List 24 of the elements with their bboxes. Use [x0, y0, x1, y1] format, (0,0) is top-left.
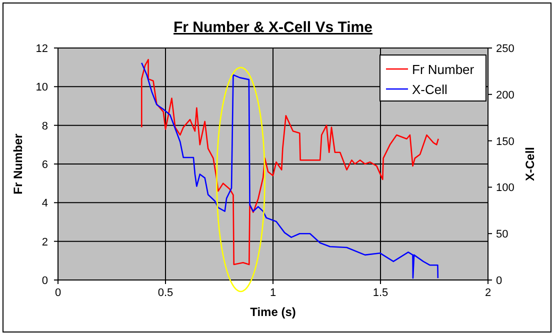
y-tick-label: 6	[42, 159, 48, 171]
y-tick-label: 4	[42, 198, 48, 210]
x-tick-label: 2	[484, 287, 492, 299]
y-tick-label: 8	[42, 120, 48, 132]
y2-tick-label: 200	[496, 89, 514, 102]
x-tick-label: 1	[270, 287, 276, 299]
y2-tick-label: 150	[496, 136, 514, 148]
x-axis-title: Time (s)	[250, 305, 296, 319]
chart-title: Fr Number & X-Cell Vs Time	[174, 19, 372, 36]
x-tick-label: 1.5	[372, 287, 388, 299]
y-tick-label: 10	[36, 82, 48, 94]
x-tick-label: 0.5	[158, 287, 174, 299]
y2-tick-label: 100	[496, 182, 514, 194]
legend-label: Fr Number	[412, 62, 475, 77]
y-axis-title: Fr Number	[11, 133, 25, 194]
y2-tick-label: 250	[496, 43, 514, 55]
y2-tick-label: 50	[496, 228, 508, 241]
y-tick-label: 12	[36, 43, 48, 55]
y-tick-label: 0	[42, 275, 48, 287]
y2-tick-label: 0	[496, 275, 502, 287]
legend-label: X-Cell	[412, 82, 448, 97]
y2-axis-title: X-Cell	[523, 146, 537, 182]
y-tick-label: 2	[42, 236, 48, 248]
x-tick-label: 0	[54, 287, 62, 299]
